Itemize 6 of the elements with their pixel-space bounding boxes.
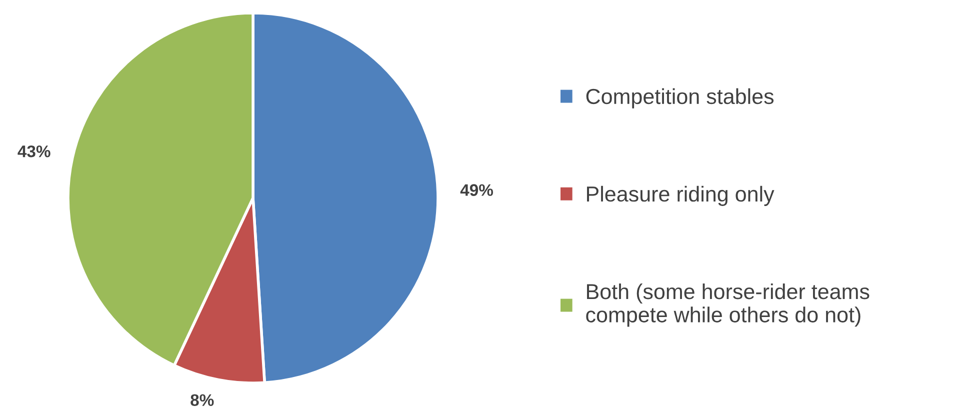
legend-label: Pleasure riding only bbox=[587, 186, 774, 206]
data-label: 8% bbox=[190, 394, 214, 406]
legend-label: Both (some horse-rider teams compete while others do not) bbox=[586, 283, 870, 327]
data-label: 49% bbox=[460, 184, 494, 196]
data-label: 43% bbox=[18, 145, 50, 158]
legend-label: Competition stables bbox=[586, 88, 774, 108]
